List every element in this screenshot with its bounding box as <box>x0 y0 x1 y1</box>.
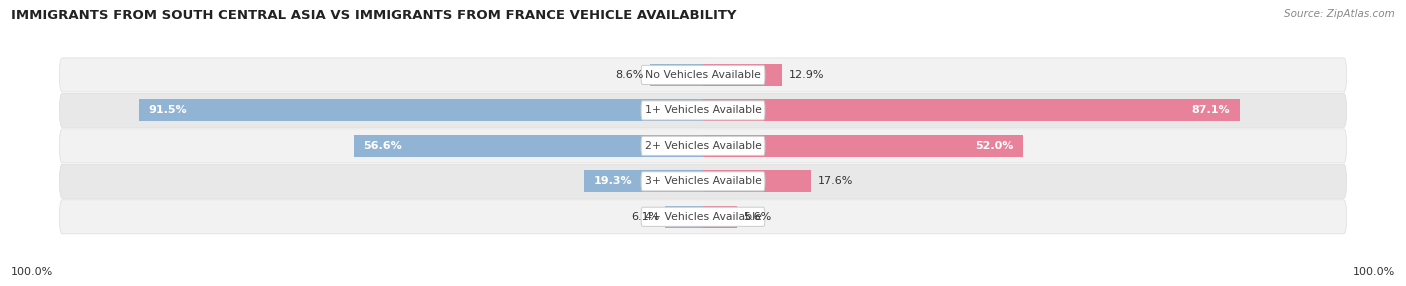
Text: No Vehicles Available: No Vehicles Available <box>645 70 761 80</box>
FancyBboxPatch shape <box>59 200 1347 234</box>
Text: 8.6%: 8.6% <box>616 70 644 80</box>
Bar <box>703 206 738 228</box>
FancyBboxPatch shape <box>59 58 1347 92</box>
FancyBboxPatch shape <box>59 129 1347 163</box>
FancyBboxPatch shape <box>59 93 1347 128</box>
FancyBboxPatch shape <box>641 207 765 226</box>
Text: 56.6%: 56.6% <box>364 141 402 151</box>
Bar <box>139 100 703 121</box>
Bar <box>703 135 1024 157</box>
Text: 100.0%: 100.0% <box>11 267 53 277</box>
Bar <box>703 100 1240 121</box>
Text: 6.1%: 6.1% <box>631 212 659 222</box>
Text: 91.5%: 91.5% <box>149 106 187 115</box>
Bar <box>665 206 703 228</box>
Text: 5.6%: 5.6% <box>744 212 772 222</box>
FancyBboxPatch shape <box>641 65 765 84</box>
Text: Source: ZipAtlas.com: Source: ZipAtlas.com <box>1284 9 1395 19</box>
Text: 3+ Vehicles Available: 3+ Vehicles Available <box>644 176 762 186</box>
Text: 52.0%: 52.0% <box>976 141 1014 151</box>
Text: 87.1%: 87.1% <box>1192 106 1230 115</box>
FancyBboxPatch shape <box>59 164 1347 198</box>
FancyBboxPatch shape <box>641 136 765 155</box>
Bar <box>583 170 703 192</box>
Text: 2+ Vehicles Available: 2+ Vehicles Available <box>644 141 762 151</box>
FancyBboxPatch shape <box>641 172 765 191</box>
Text: IMMIGRANTS FROM SOUTH CENTRAL ASIA VS IMMIGRANTS FROM FRANCE VEHICLE AVAILABILIT: IMMIGRANTS FROM SOUTH CENTRAL ASIA VS IM… <box>11 9 737 21</box>
Bar <box>354 135 703 157</box>
Bar <box>703 170 811 192</box>
Bar <box>650 64 703 86</box>
FancyBboxPatch shape <box>641 101 765 120</box>
Text: 4+ Vehicles Available: 4+ Vehicles Available <box>644 212 762 222</box>
Text: 12.9%: 12.9% <box>789 70 824 80</box>
Text: 19.3%: 19.3% <box>593 176 631 186</box>
Text: 100.0%: 100.0% <box>1353 267 1395 277</box>
Bar <box>703 64 783 86</box>
Text: 1+ Vehicles Available: 1+ Vehicles Available <box>644 106 762 115</box>
Text: 17.6%: 17.6% <box>817 176 853 186</box>
